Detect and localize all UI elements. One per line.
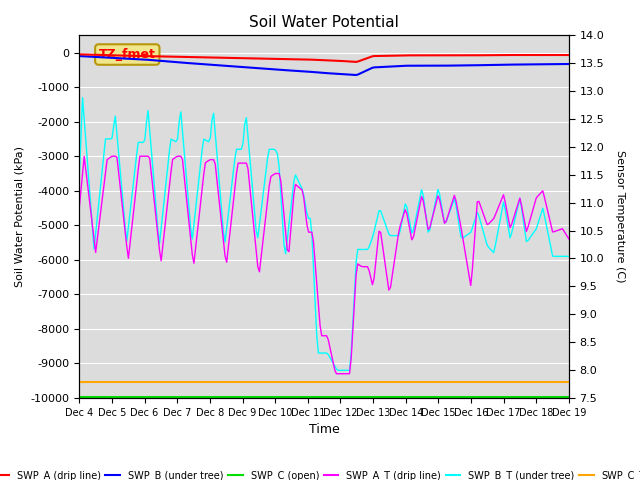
Title: Soil Water Potential: Soil Water Potential <box>249 15 399 30</box>
Y-axis label: Soil Water Potential (kPa): Soil Water Potential (kPa) <box>15 146 25 287</box>
Y-axis label: Sensor Temperature (C): Sensor Temperature (C) <box>615 150 625 283</box>
X-axis label: Time: Time <box>308 423 339 436</box>
Legend: SWP_A (drip line), SWP_B (under tree), SWP_C (open), SWP_A_T (drip line), SWP_B_: SWP_A (drip line), SWP_B (under tree), S… <box>0 466 640 480</box>
Text: TZ_fmet: TZ_fmet <box>99 48 156 61</box>
